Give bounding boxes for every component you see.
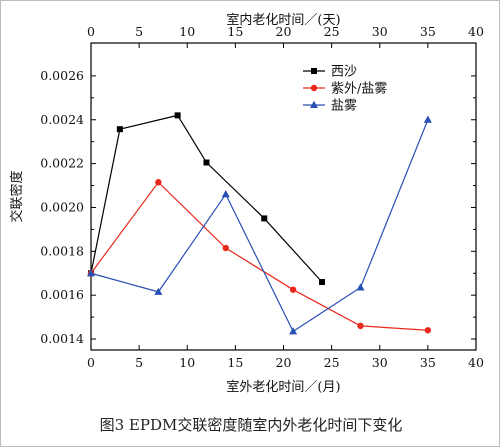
- bottom-tick-label: 10: [179, 355, 195, 370]
- data-point: [289, 286, 297, 293]
- legend-item: 西沙: [303, 65, 357, 80]
- y-tick-label: 0.0022: [40, 156, 84, 171]
- data-point: [261, 215, 268, 222]
- series-layer: [87, 112, 432, 335]
- data-point: [356, 283, 365, 291]
- data-point: [222, 244, 229, 252]
- bottom-axis-title: 室外老化时间／(月): [226, 379, 340, 395]
- figure-caption: 图3 EPDM交联密度随室内外老化时间下变化: [99, 416, 403, 434]
- y-tick-label: 0.0016: [40, 287, 84, 302]
- series-2: [87, 179, 432, 334]
- top-tick-label: 15: [227, 24, 243, 39]
- bottom-tick-label: 0: [87, 355, 95, 370]
- top-tick-label: 20: [276, 24, 292, 39]
- bottom-tick-label: 35: [420, 355, 436, 370]
- legend-swatch-marker: [310, 100, 318, 108]
- top-tick-label: 5: [135, 24, 143, 39]
- axes-layer: 0 5 10 15 20 25 30 35 40 0 5 10 15 20 25 30 35 40 0.0014 0.…: [9, 12, 484, 395]
- y-tick-label: 0.0018: [40, 243, 84, 258]
- data-point: [221, 190, 230, 198]
- legend-label: 盐雾: [331, 99, 357, 114]
- line-chart: 0 5 10 15 20 25 30 35 40 0 5 10 15 20 25 30 35 40 0.0014 0.…: [9, 12, 484, 395]
- data-point: [289, 327, 298, 335]
- top-tick-label: 40: [468, 24, 484, 39]
- series-line: [90, 181, 428, 331]
- data-point: [423, 115, 432, 123]
- top-tick-label: 0: [87, 24, 95, 39]
- top-axis-title: 室内老化时间／(天): [226, 12, 340, 28]
- data-point: [319, 279, 325, 286]
- legend-swatch-marker: [311, 68, 317, 74]
- y-tick-label: 0.0024: [40, 112, 84, 127]
- data-point: [357, 322, 364, 330]
- data-point: [154, 287, 163, 295]
- legend-label: 紫外/盐雾: [331, 82, 387, 97]
- bottom-tick-label: 40: [468, 355, 484, 370]
- y-tick-label: 0.0014: [40, 331, 84, 346]
- y-axis-title: 交联密度: [9, 170, 25, 222]
- bottom-tick-label: 15: [227, 355, 243, 370]
- series-line: [90, 119, 429, 333]
- top-tick-label: 10: [179, 24, 195, 39]
- data-point: [87, 269, 95, 277]
- data-point: [155, 179, 162, 186]
- legend-swatch-marker: [310, 84, 318, 92]
- series-1: [88, 112, 325, 286]
- bottom-tick-label: 5: [135, 355, 143, 370]
- top-tick-label: 30: [372, 24, 388, 39]
- y-tick-label: 0.0026: [40, 68, 84, 83]
- series-3: [87, 115, 432, 335]
- bottom-tick-label: 25: [324, 355, 340, 370]
- legend-item: 盐雾: [303, 99, 357, 114]
- top-tick-label: 35: [420, 24, 436, 39]
- bottom-tick-label: 20: [276, 355, 292, 370]
- data-point: [116, 126, 123, 133]
- bottom-tick-label: 30: [372, 355, 388, 370]
- y-tick-label: 0.0020: [40, 199, 84, 214]
- data-point: [203, 159, 210, 166]
- legend-label: 西沙: [331, 65, 357, 80]
- legend-item: 紫外/盐雾: [303, 82, 387, 97]
- data-point: [174, 112, 181, 119]
- data-point: [424, 327, 432, 334]
- plot-frame: [90, 42, 477, 351]
- series-line: [90, 114, 323, 283]
- top-tick-label: 25: [324, 24, 340, 39]
